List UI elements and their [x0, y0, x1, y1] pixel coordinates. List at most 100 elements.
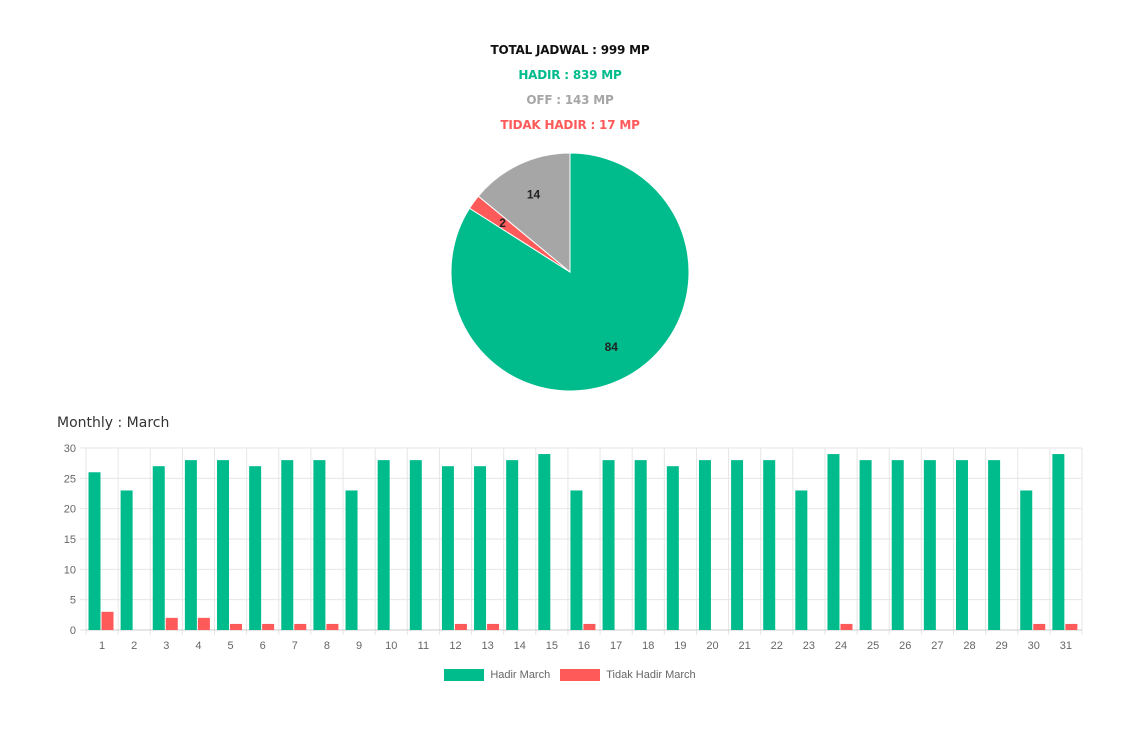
x-tick-label: 23: [803, 640, 815, 652]
x-tick-label: 28: [963, 640, 975, 652]
bar-tidak-hadir-day-1[interactable]: [101, 611, 114, 630]
bar-tidak-hadir-day-4[interactable]: [197, 617, 210, 630]
bar-tidak-hadir-day-12[interactable]: [454, 623, 467, 630]
bar-hadir-day-5[interactable]: [217, 460, 230, 630]
x-tick-label: 19: [674, 640, 686, 652]
bar-tidak-hadir-day-30[interactable]: [1033, 623, 1046, 630]
bar-tidak-hadir-day-13[interactable]: [487, 623, 500, 630]
x-tick-label: 27: [931, 640, 943, 652]
bar-hadir-day-12[interactable]: [441, 466, 454, 630]
bar-hadir-day-25[interactable]: [859, 460, 872, 630]
bar-hadir-day-18[interactable]: [634, 460, 647, 630]
y-tick-label: 20: [64, 504, 76, 516]
absent-count-label: TIDAK HADIR : 17 MP: [500, 118, 640, 132]
bar-tidak-hadir-day-6[interactable]: [262, 623, 275, 630]
x-tick-label: 18: [642, 640, 654, 652]
bar-tidak-hadir-day-16[interactable]: [583, 623, 596, 630]
bar-hadir-day-28[interactable]: [955, 460, 968, 630]
bar-hadir-day-16[interactable]: [570, 490, 583, 630]
bar-hadir-day-14[interactable]: [506, 460, 519, 630]
bar-hadir-day-27[interactable]: [923, 460, 936, 630]
bar-hadir-day-9[interactable]: [345, 490, 358, 630]
bar-hadir-day-31[interactable]: [1052, 454, 1065, 630]
total-schedule-label: TOTAL JADWAL : 999 MP: [490, 43, 650, 57]
legend-label-tidak-hadir: Tidak Hadir March: [606, 669, 696, 681]
x-tick-label: 22: [771, 640, 783, 652]
x-tick-label: 1: [99, 640, 105, 652]
bar-hadir-day-19[interactable]: [666, 466, 679, 630]
x-tick-label: 13: [481, 640, 493, 652]
x-tick-label: 8: [324, 640, 330, 652]
present-count-label: HADIR : 839 MP: [518, 68, 622, 82]
pie-chart: 84 2 14: [450, 152, 690, 392]
x-tick-label: 7: [292, 640, 298, 652]
legend-item-tidak-hadir[interactable]: Tidak Hadir March: [560, 669, 696, 681]
x-tick-label: 30: [1028, 640, 1040, 652]
x-tick-label: 6: [260, 640, 266, 652]
monthly-chart-title: Monthly : March: [57, 415, 170, 431]
off-count-label: OFF : 143 MP: [526, 93, 614, 107]
bar-tidak-hadir-day-3[interactable]: [165, 617, 178, 630]
bar-hadir-day-15[interactable]: [538, 454, 551, 630]
bar-hadir-day-26[interactable]: [891, 460, 904, 630]
bar-hadir-day-22[interactable]: [763, 460, 776, 630]
pie-slice-off[interactable]: [477, 152, 571, 274]
bar-tidak-hadir-day-5[interactable]: [230, 623, 243, 630]
pie-label-hadir: 84: [605, 340, 619, 354]
bar-hadir-day-30[interactable]: [1020, 490, 1033, 630]
bar-chart-legend: Hadir March Tidak Hadir March: [0, 669, 1140, 681]
x-tick-label: 4: [195, 640, 201, 652]
legend-swatch-tidak-hadir: [560, 669, 601, 681]
x-tick-label: 2: [131, 640, 137, 652]
legend-swatch-hadir: [444, 669, 485, 681]
bar-hadir-day-4[interactable]: [184, 460, 197, 630]
y-tick-label: 25: [64, 473, 76, 485]
x-tick-label: 24: [835, 640, 847, 652]
bar-tidak-hadir-day-7[interactable]: [294, 623, 307, 630]
y-tick-label: 10: [64, 564, 76, 576]
legend-label-hadir: Hadir March: [490, 669, 551, 681]
bar-hadir-day-21[interactable]: [731, 460, 744, 630]
y-tick-label: 30: [64, 443, 76, 455]
x-tick-label: 16: [578, 640, 590, 652]
bar-hadir-day-13[interactable]: [474, 466, 487, 630]
x-tick-label: 26: [899, 640, 911, 652]
bar-hadir-day-10[interactable]: [377, 460, 390, 630]
bar-tidak-hadir-day-8[interactable]: [326, 623, 339, 630]
bar-hadir-day-2[interactable]: [120, 490, 133, 630]
bar-hadir-day-11[interactable]: [409, 460, 422, 630]
x-tick-label: 25: [867, 640, 879, 652]
y-tick-label: 0: [70, 625, 76, 637]
x-tick-label: 31: [1060, 640, 1072, 652]
bar-hadir-day-3[interactable]: [152, 466, 165, 630]
x-tick-label: 15: [546, 640, 558, 652]
x-tick-label: 9: [356, 640, 362, 652]
bar-tidak-hadir-day-24[interactable]: [840, 623, 853, 630]
bar-hadir-day-23[interactable]: [795, 490, 808, 630]
bar-hadir-day-17[interactable]: [602, 460, 615, 630]
y-tick-label: 15: [64, 534, 76, 546]
x-tick-label: 21: [739, 640, 751, 652]
bar-hadir-day-20[interactable]: [698, 460, 711, 630]
x-tick-label: 14: [514, 640, 526, 652]
x-tick-label: 5: [228, 640, 234, 652]
bar-hadir-day-6[interactable]: [249, 466, 262, 630]
y-tick-label: 5: [70, 595, 76, 607]
bar-hadir-day-8[interactable]: [313, 460, 326, 630]
bar-hadir-day-24[interactable]: [827, 454, 840, 630]
bar-hadir-day-1[interactable]: [88, 472, 101, 630]
x-tick-label: 17: [610, 640, 622, 652]
pie-label-tidak-hadir: 2: [499, 216, 506, 230]
x-tick-label: 10: [385, 640, 397, 652]
x-tick-label: 29: [996, 640, 1008, 652]
bar-hadir-day-29[interactable]: [988, 460, 1001, 630]
pie-label-off: 14: [527, 187, 541, 201]
x-tick-label: 11: [418, 640, 429, 652]
legend-item-hadir[interactable]: Hadir March: [444, 669, 550, 681]
x-tick-label: 20: [706, 640, 718, 652]
bar-hadir-day-7[interactable]: [281, 460, 294, 630]
x-tick-label: 12: [449, 640, 461, 652]
x-tick-label: 3: [163, 640, 169, 652]
bar-tidak-hadir-day-31[interactable]: [1065, 623, 1078, 630]
